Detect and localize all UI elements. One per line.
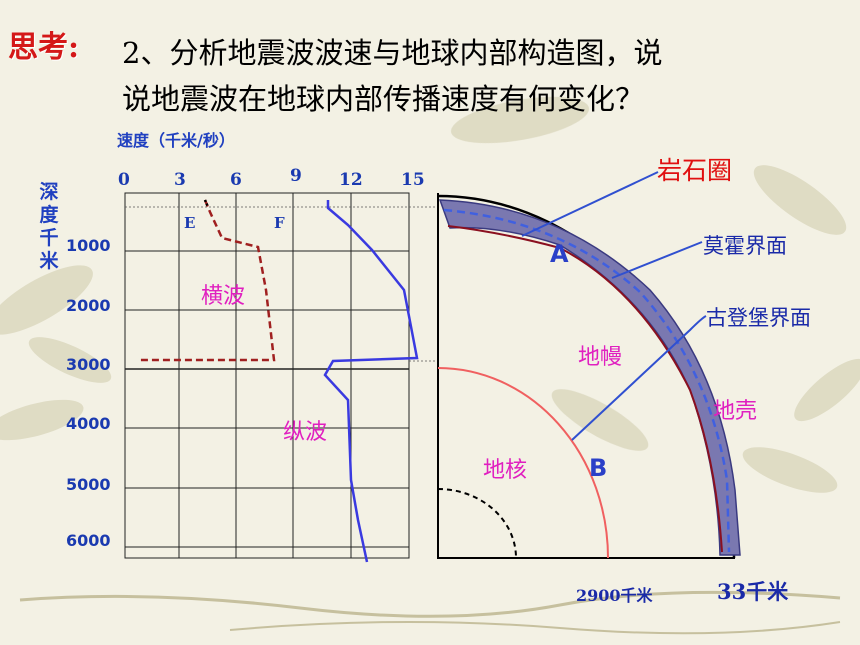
letter-a: A: [550, 240, 569, 268]
speed-tick-3: 3: [174, 170, 186, 190]
core-label: 地核: [483, 458, 528, 483]
depth-tick-3000: 3000: [66, 355, 111, 374]
inner-core-arc: [437, 488, 517, 559]
depth-axis-title: 深度千米: [39, 181, 59, 272]
transverse-wave-dots: [203, 199, 210, 208]
letter-b: B: [589, 454, 608, 482]
crust-label: 地壳: [713, 399, 758, 424]
question-line-1: 2、分析地震波波速与地球内部构造图，说: [122, 36, 663, 70]
crust-boundary-line: [447, 225, 723, 553]
speed-tick-15: 15: [401, 170, 425, 190]
speed-tick-12: 12: [339, 170, 363, 190]
depth-tick-1000: 1000: [66, 236, 111, 255]
longitudinal-wave-label: 纵波: [283, 420, 328, 445]
gutenberg-label: 古登堡界面: [706, 306, 811, 330]
moho-label: 莫霍界面: [703, 234, 787, 258]
moho-dashed-line: [443, 208, 731, 553]
depth-tick-5000: 5000: [66, 475, 111, 494]
gutenberg-pointer: [571, 315, 707, 441]
transverse-wave-label: 横波: [201, 284, 246, 309]
transverse-wave-curve: [140, 199, 276, 362]
think-label: 思考:: [8, 30, 80, 65]
core-boundary-arc: [437, 367, 609, 559]
lithosphere-pointer: [521, 171, 659, 237]
mantle-label: 地幔: [578, 345, 623, 370]
question-line-2: 说地震波在地球内部传播速度有何变化？: [122, 82, 645, 116]
quarter-axes: [437, 193, 735, 559]
speed-tick-9: 9: [290, 166, 302, 186]
wave-f-label: F: [274, 214, 285, 232]
depth-tick-2000: 2000: [66, 296, 111, 315]
depth-tick-6000: 6000: [66, 531, 111, 550]
speed-tick-6: 6: [230, 170, 242, 190]
chart-frame: [124, 192, 410, 559]
depth-tick-4000: 4000: [66, 414, 111, 433]
longitudinal-wave-curve: [323, 200, 419, 563]
wave-e-label: E: [184, 214, 196, 232]
depth-2900-label: 2900千米: [576, 586, 653, 605]
depth-33-label: 33千米: [717, 579, 789, 604]
lithosphere-label: 岩石圈: [657, 156, 733, 185]
speed-tick-0: 0: [118, 170, 130, 190]
speed-axis-title: 速度（千米/秒）: [117, 131, 235, 150]
moho-pointer: [611, 241, 703, 279]
